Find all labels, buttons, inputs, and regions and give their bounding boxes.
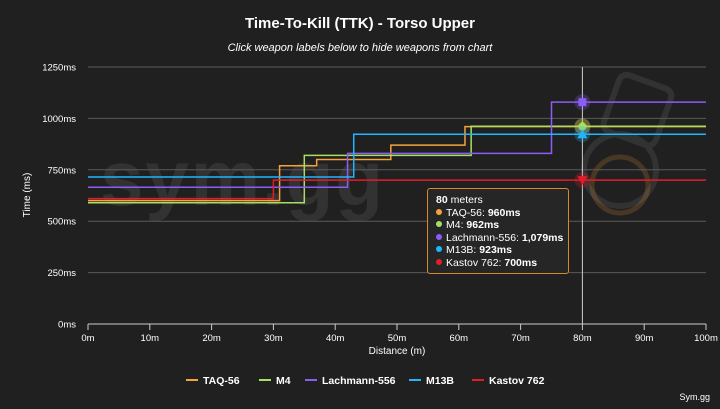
tooltip-dot: [436, 233, 442, 240]
tooltip-value: 1,079ms: [521, 231, 564, 244]
hover-markers: [574, 94, 591, 189]
hover-marker-m13b: [577, 129, 588, 139]
x-tick-label: 0m: [81, 333, 94, 344]
series-line-lachmann-556[interactable]: [88, 101, 706, 189]
legend-item-m4[interactable]: M4: [259, 375, 291, 387]
tooltip-dot: [436, 208, 442, 215]
legend-label: M13B: [426, 375, 454, 387]
watermark: sym.gg: [100, 71, 675, 222]
y-tick-label: 750ms: [47, 165, 76, 176]
legend[interactable]: TAQ-56 M4 Lachmann-556 M13B Kastov 762: [186, 375, 545, 387]
legend-item-taq-56[interactable]: TAQ-56: [186, 375, 240, 387]
y-axis-ticks: 0ms 250ms 500ms 750ms 1000ms 1250ms: [42, 63, 76, 331]
tooltip-dot: [436, 221, 442, 228]
legend-label: Lachmann-556: [322, 375, 396, 387]
tooltip-label: M4:: [446, 219, 467, 232]
x-axis-label: Distance (m): [369, 346, 426, 357]
x-tick-label: 30m: [264, 333, 283, 344]
x-tick-label: 40m: [326, 333, 345, 344]
hover-marker-m4: [577, 121, 588, 132]
legend-item-lachmann-556[interactable]: Lachmann-556: [305, 375, 396, 387]
tooltip-label: TAQ-56:: [446, 206, 488, 219]
legend-item-m13b[interactable]: M13B: [409, 375, 454, 387]
series-line-kastov-762[interactable]: [88, 179, 706, 200]
series-line-m4[interactable]: [88, 125, 706, 204]
x-tick-label: 60m: [450, 333, 469, 344]
y-tick-label: 1250ms: [42, 63, 76, 74]
watermark-text: sym.gg: [100, 134, 385, 222]
y-tick-label: 1000ms: [42, 114, 76, 125]
y-axis-label: Time (ms): [22, 173, 33, 218]
chart-subtitle: Click weapon labels below to hide weapon…: [228, 42, 494, 54]
tooltip-dot: [436, 258, 442, 265]
x-axis-ticks: 0m 10m 20m 30m 40m 50m 60m 70m 80m 90m 100m: [81, 324, 718, 344]
tooltip-row: TAQ-56: 960ms: [436, 207, 560, 220]
tooltip-row: Lachmann-556: 1,079ms: [436, 231, 564, 245]
hover-marker-lachmann-556: [578, 98, 587, 107]
legend-item-kastov-762[interactable]: Kastov 762: [472, 375, 545, 387]
tooltip-value: 700ms: [504, 256, 538, 269]
hover-marker-kastov-762: [577, 176, 588, 186]
x-tick-label: 10m: [141, 333, 160, 344]
tooltip-label: Lachmann-556:: [446, 231, 522, 244]
x-tick-label: 90m: [635, 333, 654, 344]
tooltip-label: M13B:: [446, 244, 480, 257]
tooltip-value: 960ms: [487, 206, 521, 219]
tooltip-row: Kastov 762: 700ms: [436, 257, 560, 270]
series-line-m13b[interactable]: [88, 133, 706, 178]
x-tick-label: 20m: [202, 333, 221, 344]
series-lines[interactable]: [88, 101, 706, 204]
watermark-badge: [589, 154, 651, 216]
tooltip: 80 meters TAQ-56: 960ms M4: 962ms Lachmann…: [427, 188, 569, 274]
x-tick-label: 70m: [511, 333, 530, 344]
y-tick-label: 500ms: [47, 217, 76, 228]
tooltip-header: 80 meters: [436, 194, 483, 206]
y-tick-label: 0ms: [58, 320, 76, 331]
tooltip-label: Kastov 762:: [446, 256, 505, 269]
tooltip-dot: [436, 246, 442, 253]
legend-label: Kastov 762: [489, 375, 545, 387]
legend-label: TAQ-56: [203, 375, 240, 387]
x-tick-label: 80m: [573, 333, 592, 344]
tooltip-row: M13B: 923ms: [436, 244, 560, 257]
tooltip-value: 923ms: [479, 244, 512, 257]
x-tick-label: 50m: [388, 333, 407, 344]
tooltip-row: M4: 962ms: [436, 219, 560, 232]
legend-label: M4: [276, 375, 291, 387]
y-tick-label: 250ms: [47, 268, 76, 279]
tooltip-value: 962ms: [466, 219, 500, 232]
credit: Sym.gg: [679, 392, 710, 402]
chart-title: Time-To-Kill (TTK) - Torso Upper: [245, 15, 475, 32]
x-tick-label: 100m: [694, 333, 718, 344]
